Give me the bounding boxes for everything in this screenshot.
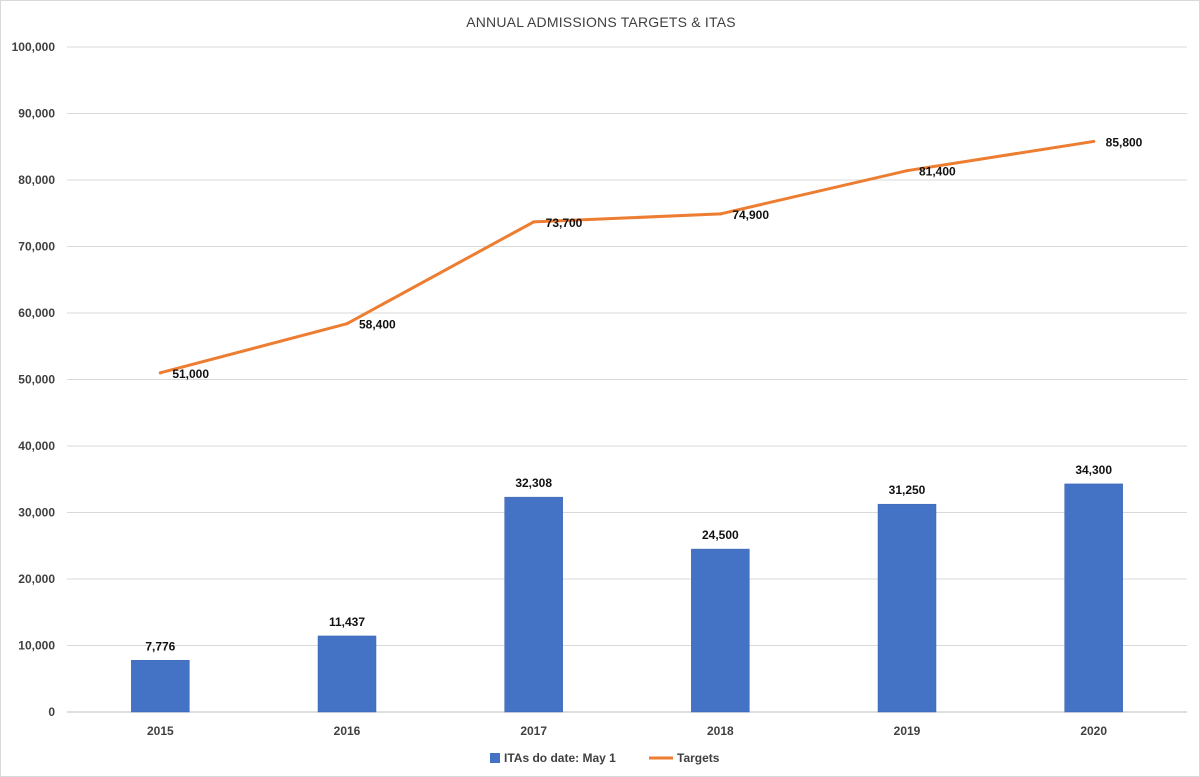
- legend-line-label: Targets: [677, 751, 720, 765]
- line-series: [158, 139, 1096, 375]
- line-data-label: 73,700: [546, 216, 583, 230]
- bar: [504, 496, 563, 713]
- line-segment: [345, 220, 536, 326]
- line-point: [345, 322, 349, 326]
- y-tick-label: 80,000: [18, 173, 55, 187]
- x-tick-label: 2015: [147, 724, 174, 738]
- y-tick-label: 20,000: [18, 572, 55, 586]
- line-point: [158, 371, 162, 375]
- x-tick-label: 2016: [334, 724, 361, 738]
- bar: [131, 660, 190, 713]
- line-point: [905, 169, 909, 173]
- x-tick-label: 2017: [520, 724, 547, 738]
- x-tick-label: 2018: [707, 724, 734, 738]
- legend-bar-label: ITAs do date: May 1: [504, 751, 616, 765]
- legend-bar-swatch: [490, 753, 500, 763]
- y-tick-label: 50,000: [18, 373, 55, 387]
- y-tick-label: 0: [48, 705, 55, 719]
- line-data-label: 58,400: [359, 318, 396, 332]
- line-data-label: 74,900: [732, 208, 769, 222]
- legend: ITAs do date: May 1 Targets: [490, 751, 720, 765]
- bar-data-label: 31,250: [889, 483, 926, 497]
- line-data-label: 81,400: [919, 165, 956, 179]
- bar-data-label: 24,500: [702, 528, 739, 542]
- x-tick-label: 2019: [894, 724, 921, 738]
- y-tick-label: 60,000: [18, 306, 55, 320]
- y-tick-label: 70,000: [18, 240, 55, 254]
- line-segment: [718, 169, 909, 216]
- bar: [317, 635, 377, 713]
- line-point: [718, 212, 722, 216]
- bar-series: [131, 483, 1123, 713]
- x-tick-label: 2020: [1080, 724, 1107, 738]
- bar-data-label: 34,300: [1075, 463, 1112, 477]
- gridlines: [67, 46, 1187, 713]
- line-data-label: 51,000: [172, 367, 209, 381]
- line-point: [532, 220, 536, 224]
- y-tick-label: 30,000: [18, 506, 55, 520]
- bar-data-label: 7,776: [145, 639, 175, 653]
- y-tick-label: 10,000: [18, 639, 55, 653]
- line-segment: [532, 212, 722, 224]
- bar: [691, 548, 750, 713]
- bar: [1064, 483, 1123, 713]
- bar-data-label: 32,308: [515, 476, 552, 490]
- chart-title: ANNUAL ADMISSIONS TARGETS & ITAS: [466, 14, 736, 30]
- y-tick-label: 100,000: [12, 40, 56, 54]
- line-segment: [905, 139, 1096, 173]
- bar-data-label: 11,437: [329, 615, 365, 629]
- line-segment: [158, 322, 349, 375]
- data-labels: 7,776 11,437 32,308 24,500 31,250 34,300 51,00…: [145, 135, 1142, 653]
- line-point: [1092, 139, 1096, 143]
- bar: [877, 503, 937, 713]
- y-tick-label: 40,000: [18, 439, 55, 453]
- line-data-label: 85,800: [1106, 135, 1143, 149]
- x-axis-tick-labels: 2015 2016 2017 2018 2019 2020: [147, 724, 1107, 738]
- y-axis-tick-labels: 0 10,000 20,000 30,000 40,000 50,000 60,000 70,…: [12, 40, 56, 719]
- y-tick-label: 90,000: [18, 107, 55, 121]
